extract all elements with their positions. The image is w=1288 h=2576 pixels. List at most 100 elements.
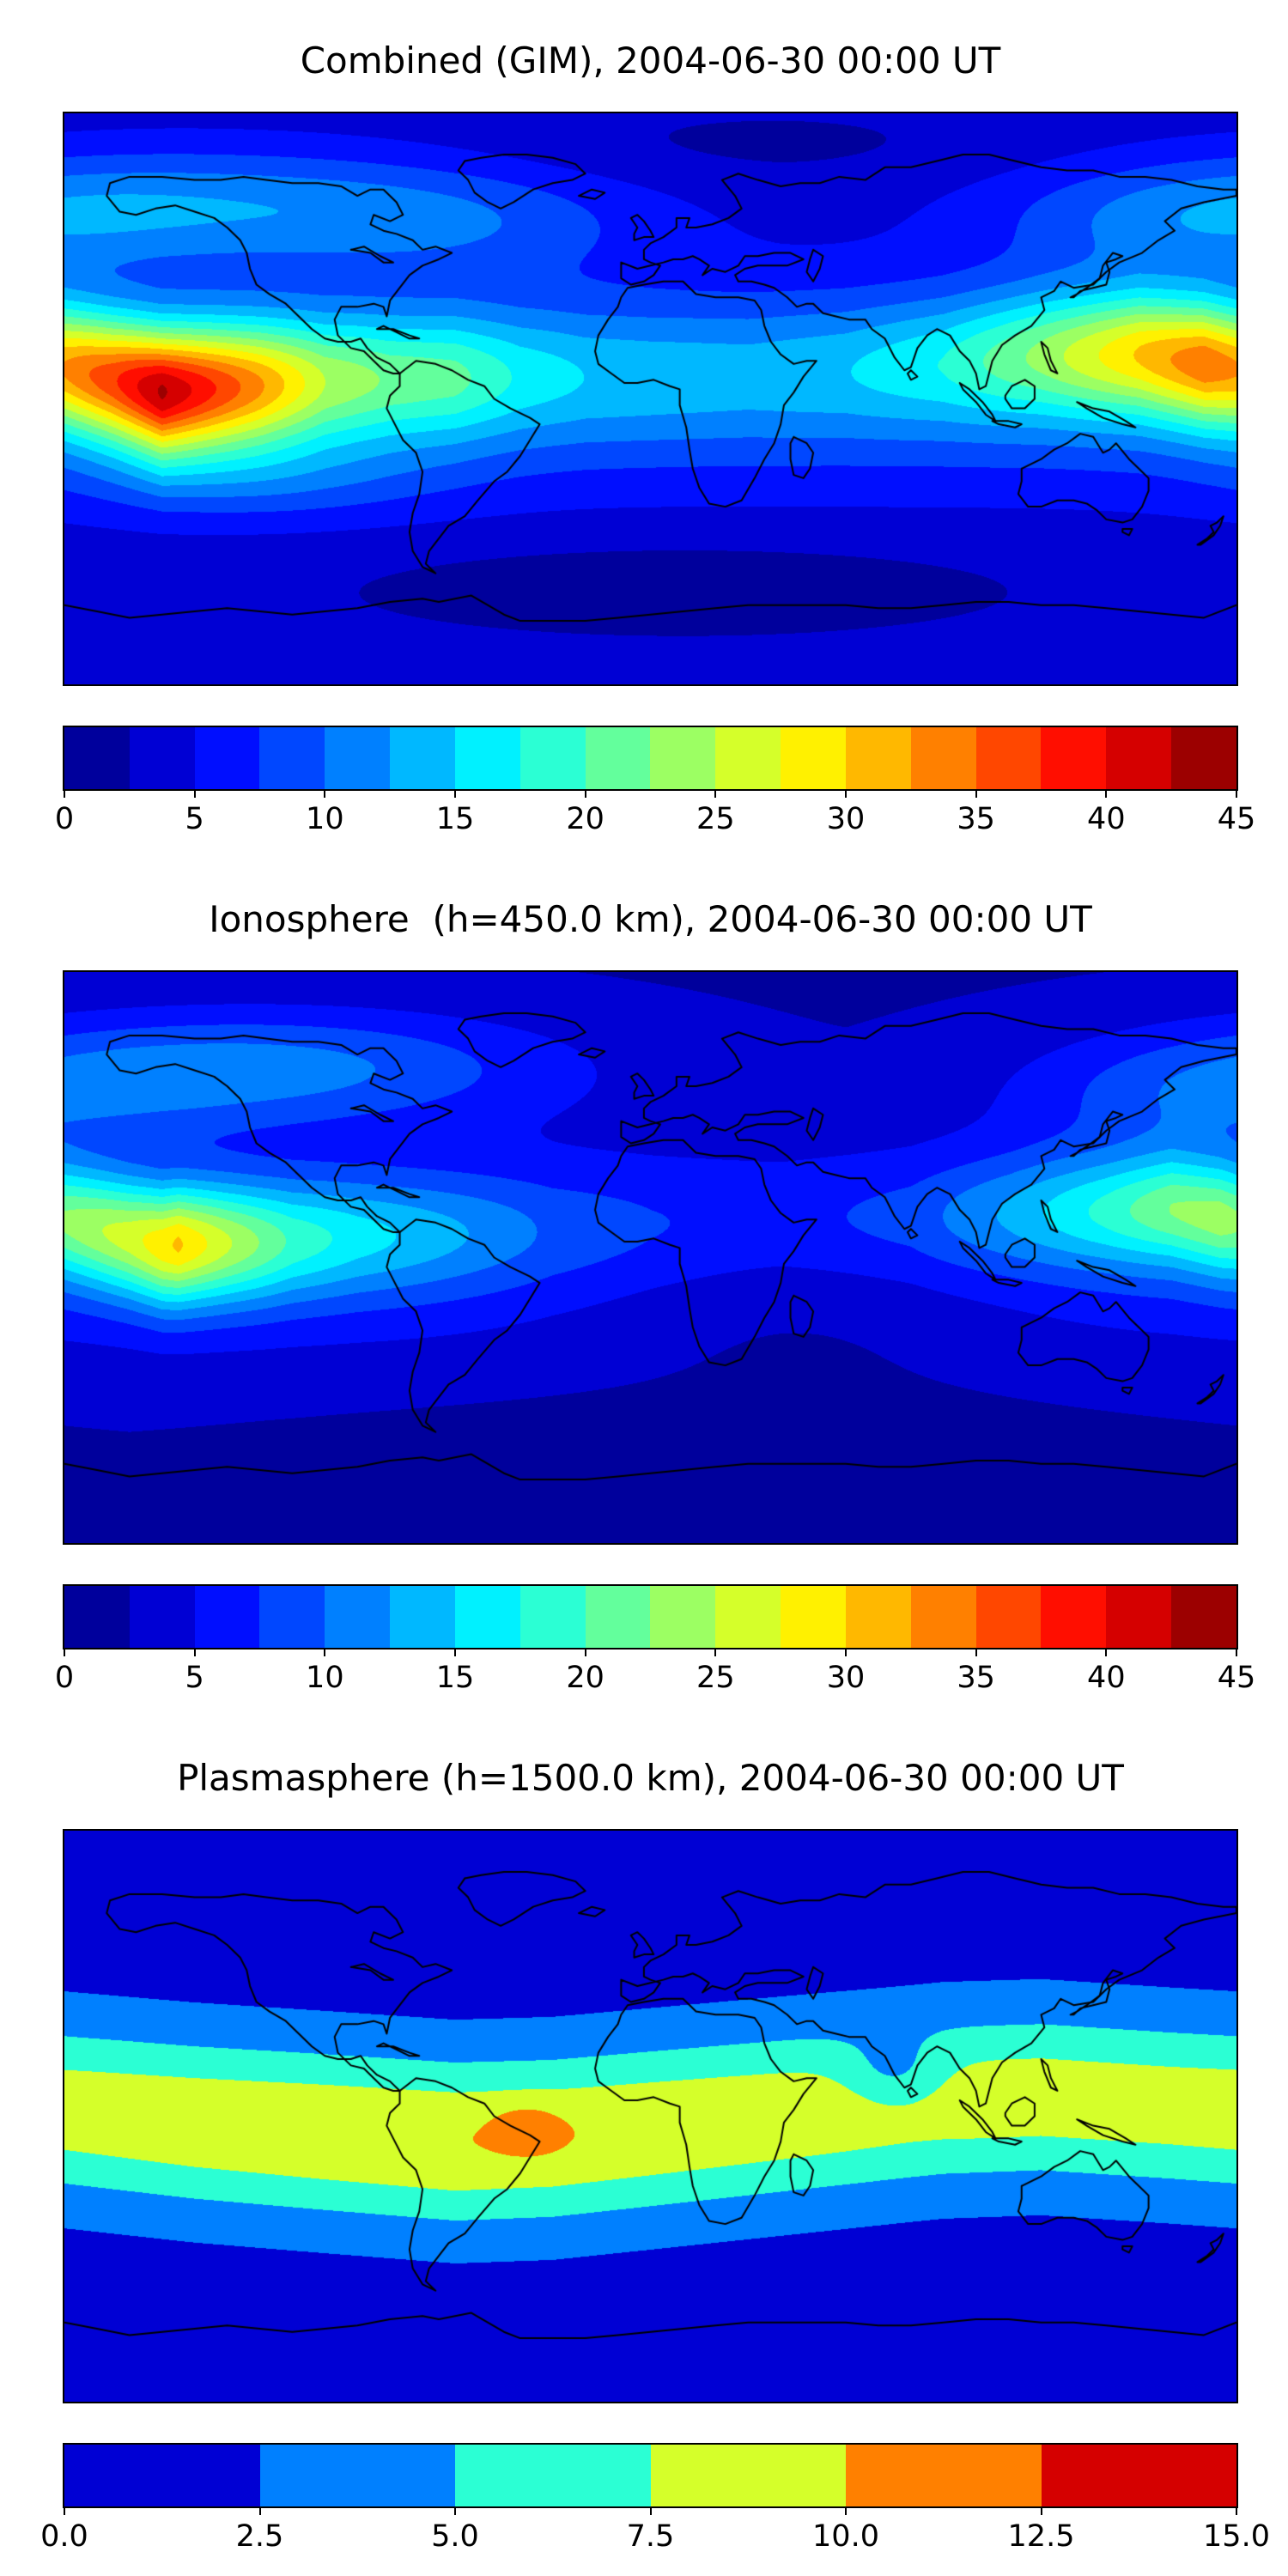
- colorbar-segment: [715, 727, 781, 789]
- colorbar-segment: [194, 1586, 260, 1648]
- colorbar-tick: [454, 789, 456, 798]
- colorbar-segments: [64, 2445, 1236, 2506]
- colorbar-tick-label: 25: [696, 802, 735, 836]
- colorbar-segment: [845, 1586, 911, 1648]
- panel-title-plasmasphere: Plasmasphere (h=1500.0 km), 2004-06-30 0…: [177, 1757, 1124, 1799]
- colorbar-tick: [975, 1648, 977, 1656]
- colorbar-tick: [584, 789, 586, 798]
- colorbar-segment: [845, 727, 911, 789]
- panel-title-ionosphere: Ionosphere (h=450.0 km), 2004-06-30 00:0…: [209, 898, 1092, 940]
- colorbar-tick: [454, 1648, 456, 1656]
- colorbar-tick-label: 15: [435, 1661, 475, 1695]
- colorbar-labels-plasmasphere: 0.0 2.5 5.0 7.5 10.0 12.5 15.0: [40, 2519, 1270, 2559]
- colorbar-segment: [650, 2445, 846, 2506]
- colorbar-segment: [846, 2445, 1042, 2506]
- colorbar-segment: [259, 1586, 325, 1648]
- world-map-canvas-plasmasphere: [63, 1829, 1238, 2403]
- colorbar-tick-label: 30: [826, 802, 866, 836]
- colorbar-tick: [714, 789, 717, 798]
- colorbar-segment: [1171, 1586, 1236, 1648]
- world-map-canvas-ionosphere: [63, 970, 1238, 1545]
- colorbar-tick: [193, 789, 196, 798]
- colorbar-segment: [1171, 727, 1236, 789]
- colorbar-segment: [1106, 727, 1172, 789]
- colorbar-segment: [1041, 727, 1107, 789]
- colorbar-segment: [781, 1586, 846, 1648]
- colorbar-segment: [129, 1586, 195, 1648]
- colorbar-segment: [519, 727, 586, 789]
- colorbar-tick-label: 0: [54, 1661, 75, 1695]
- colorbar-tick-label: 5: [185, 802, 204, 836]
- colorbar-segment: [910, 727, 976, 789]
- colorbar-segment: [454, 727, 520, 789]
- colorbar-tick-label: 10.0: [812, 2519, 879, 2554]
- colorbar-plasmasphere: [63, 2443, 1238, 2515]
- colorbar-segment: [325, 727, 391, 789]
- colorbar-segment: [650, 1586, 716, 1648]
- colorbar-tick-label: 5: [185, 1661, 204, 1695]
- colorbar-segment: [129, 727, 195, 789]
- colorbar-tick-label: 35: [957, 802, 995, 836]
- colorbar-segment: [390, 727, 455, 789]
- colorbar-tick-label: 5.0: [431, 2519, 479, 2554]
- colorbar-labels-ionosphere: 0 5 10 15 20 25 30 35 40 45: [55, 1661, 1255, 1700]
- colorbar-segment: [975, 1586, 1042, 1648]
- colorbar-tick-label: 40: [1087, 802, 1126, 836]
- colorbar-tick-label: 0: [54, 802, 75, 836]
- colorbar-tick: [64, 789, 65, 798]
- colorbar-tick-label: 0.0: [40, 2519, 88, 2554]
- colorbar-segment: [910, 1586, 976, 1648]
- colorbar-tick-label: 25: [696, 1661, 735, 1695]
- colorbar-segment: [585, 1586, 651, 1648]
- colorbar-tick-label: 40: [1087, 1661, 1126, 1695]
- colorbar-tick: [649, 2506, 652, 2515]
- colorbar-tick-label: 20: [566, 1661, 605, 1695]
- world-map-canvas-combined: [63, 112, 1238, 686]
- colorbar-tick: [324, 789, 326, 798]
- colorbar-tick-label: 15: [435, 802, 475, 836]
- panel-title-combined: Combined (GIM), 2004-06-30 00:00 UT: [300, 39, 1001, 82]
- colorbar-segment: [259, 2445, 455, 2506]
- colorbar-segment: [975, 727, 1042, 789]
- colorbar-segment: [64, 727, 130, 789]
- colorbar-segment: [1041, 1586, 1107, 1648]
- colorbar-tick-label: 35: [957, 1661, 995, 1695]
- panel-ionosphere: Ionosphere (h=450.0 km), 2004-06-30 00:0…: [0, 859, 1288, 1717]
- colorbar-tick-label: 10: [306, 1661, 344, 1695]
- colorbar-tick: [454, 2506, 456, 2515]
- colorbar-segment: [64, 1586, 130, 1648]
- colorbar-segment: [390, 1586, 455, 1648]
- colorbar-tick-label: 15.0: [1203, 2519, 1270, 2554]
- colorbar-segment: [64, 2445, 260, 2506]
- panel-plasmasphere: Plasmasphere (h=1500.0 km), 2004-06-30 0…: [0, 1717, 1288, 2576]
- colorbar-tick-label: 2.5: [235, 2519, 284, 2554]
- colorbar-segment: [194, 727, 260, 789]
- colorbar-tick: [324, 1648, 326, 1656]
- colorbar-tick: [1105, 789, 1108, 798]
- colorbar-segments: [64, 1586, 1236, 1648]
- colorbar-tick-label: 45: [1217, 802, 1256, 836]
- colorbar-segment: [1041, 2445, 1236, 2506]
- colorbar-tick: [1236, 789, 1237, 798]
- colorbar-tick-label: 12.5: [1007, 2519, 1075, 2554]
- colorbar-tick: [845, 2506, 847, 2515]
- colorbar-segment: [781, 727, 846, 789]
- colorbar-tick: [845, 789, 847, 798]
- colorbar-tick: [193, 1648, 196, 1656]
- colorbar-tick-label: 20: [566, 802, 605, 836]
- colorbar-segment: [259, 727, 325, 789]
- colorbar-tick: [1105, 1648, 1108, 1656]
- colorbar-tick-label: 7.5: [626, 2519, 675, 2554]
- colorbar-segment: [1106, 1586, 1172, 1648]
- colorbar-segment: [519, 1586, 586, 1648]
- colorbar-tick: [1040, 2506, 1042, 2515]
- colorbar-tick: [64, 1648, 65, 1656]
- colorbar-segments: [64, 727, 1236, 789]
- colorbar-tick: [64, 2506, 65, 2515]
- colorbar-segment: [715, 1586, 781, 1648]
- colorbar-labels-combined: 0 5 10 15 20 25 30 35 40 45: [55, 802, 1255, 841]
- colorbar-segment: [585, 727, 651, 789]
- colorbar-tick-label: 10: [306, 802, 344, 836]
- colorbar-tick: [714, 1648, 717, 1656]
